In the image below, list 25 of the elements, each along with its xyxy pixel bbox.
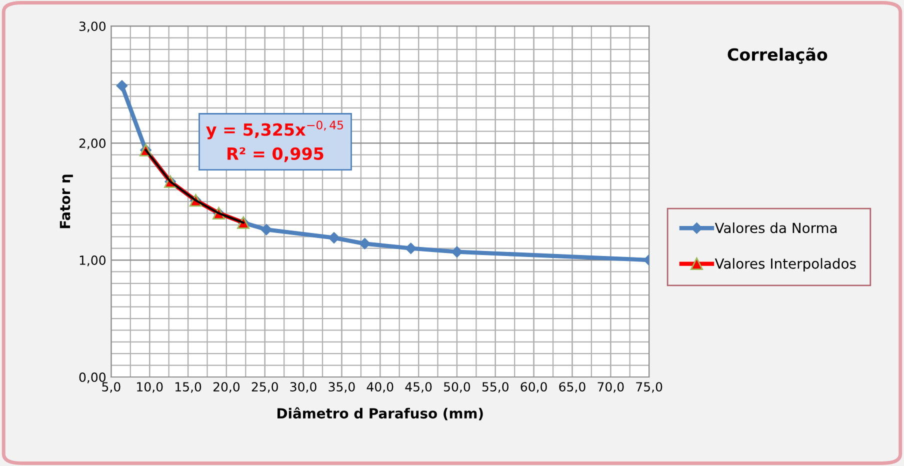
x-tick-label: 35,0 xyxy=(328,382,355,393)
x-tick-label: 75,0 xyxy=(636,382,662,393)
y-tick-label: 2,00 xyxy=(79,138,106,150)
x-tick-label: 5,0 xyxy=(102,382,120,393)
x-tick-label: 55,0 xyxy=(482,382,508,393)
legend-label: Valores da Norma xyxy=(714,222,837,234)
legend-label: Valores Interpolados xyxy=(714,258,856,272)
x-tick-label: 45,0 xyxy=(405,382,432,393)
y-tick-label: 1,00 xyxy=(80,256,106,266)
x-tick-label: 65,0 xyxy=(559,382,586,393)
x-tick-label: 25,0 xyxy=(252,382,278,393)
x-tick-label: 40,0 xyxy=(366,382,394,393)
x-tick-label: 60,0 xyxy=(520,382,547,393)
y-tick-label: 3,00 xyxy=(79,22,106,32)
x-tick-label: 70,0 xyxy=(598,382,624,393)
x-tick-label: 50,0 xyxy=(444,382,470,393)
x-tick-label: 30,0 xyxy=(290,382,316,393)
text: Correlação xyxy=(728,48,828,64)
x-tick-label: 10,0 xyxy=(137,382,163,393)
x-tick-label: 15,0 xyxy=(175,382,202,393)
text: y = 5,325x$^{−0,45}$ R² = 0,995 xyxy=(206,120,343,162)
y-axis-title: Fator η xyxy=(60,174,73,228)
y-tick-label: 0,00 xyxy=(79,372,106,384)
x-tick-label: 20,0 xyxy=(213,382,240,393)
x-axis-title: Diâmetro d Parafuso (mm) xyxy=(277,407,483,420)
